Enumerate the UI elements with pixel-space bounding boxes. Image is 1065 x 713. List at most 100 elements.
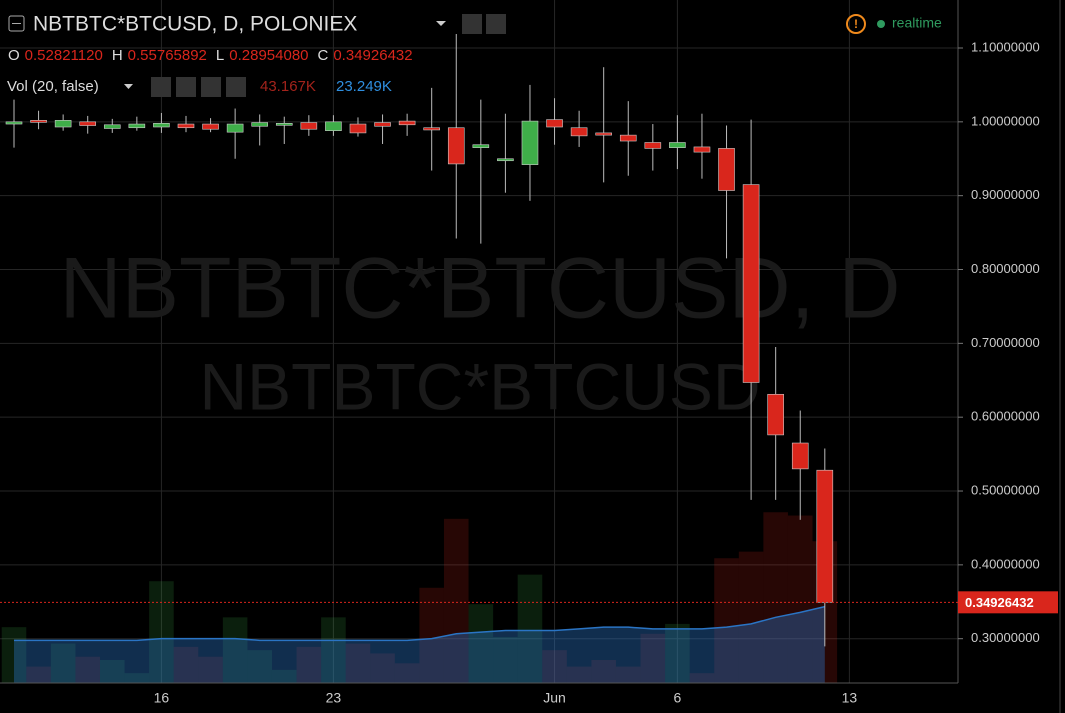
x-tick-label: 23 — [326, 690, 342, 706]
volume-bar — [640, 633, 666, 683]
warning-icon[interactable] — [846, 14, 866, 34]
pane-button[interactable] — [226, 77, 246, 97]
volume-bar — [394, 663, 420, 683]
legend-key: L — [216, 47, 224, 64]
last-price-label: 0.34926432 — [965, 595, 1034, 610]
legend: O 0.52821120 H 0.55765892 L 0.28954080 C 0.3492… — [8, 47, 413, 64]
status-dot — [877, 20, 885, 28]
volume-bar — [591, 660, 616, 683]
legend-key: C — [318, 47, 329, 64]
legend-key: O — [8, 47, 20, 64]
candle-body — [423, 127, 440, 131]
volume-bar — [26, 666, 51, 683]
volume-bar — [419, 587, 444, 683]
candle-body — [226, 123, 244, 133]
candle-body — [374, 122, 391, 127]
volume-bar — [345, 643, 371, 683]
candle-body — [103, 124, 121, 129]
volume-bar — [566, 666, 592, 683]
volume-pane — [1, 512, 838, 683]
dropdown-icon[interactable] — [436, 21, 446, 26]
volume-bar — [443, 518, 469, 683]
candle-body — [447, 127, 465, 165]
volume-ma-fill — [14, 606, 825, 683]
status: realtime — [892, 15, 942, 31]
volume-bar — [198, 656, 223, 683]
candle-body — [742, 184, 760, 383]
candle-body — [619, 134, 637, 142]
volume-bar — [517, 574, 543, 683]
candle-body — [79, 121, 97, 126]
candle-body — [325, 121, 342, 131]
volume-bar — [763, 512, 788, 683]
candle-body — [693, 146, 711, 153]
dropdown-icon[interactable] — [124, 84, 133, 89]
y-tick-label: 0.60000000 — [971, 409, 1040, 424]
candle-body — [177, 123, 195, 129]
x-tick-label: 13 — [842, 690, 858, 706]
last-price-box — [958, 591, 1058, 614]
volume-bar — [247, 650, 272, 683]
volume-bar — [787, 515, 813, 683]
volume-bar — [124, 673, 150, 683]
candle-body — [398, 120, 416, 126]
x-tick-label: 6 — [673, 690, 681, 706]
candle-body — [570, 127, 588, 137]
volume-bar — [149, 581, 174, 683]
y-tick-label: 0.50000000 — [971, 482, 1040, 497]
candle-body — [153, 123, 170, 128]
candle-body — [791, 442, 809, 470]
legend-value: 0.34926432 — [333, 47, 412, 64]
volume-bar — [689, 673, 715, 683]
candle-body — [644, 142, 662, 149]
candle-body — [202, 123, 219, 130]
candle-body — [816, 469, 834, 603]
pane-button[interactable] — [151, 77, 171, 97]
y-tick-label: 1.10000000 — [971, 39, 1040, 54]
volume-bar — [99, 660, 125, 683]
pane-button[interactable] — [201, 77, 221, 97]
watermark: NBTBTC*BTCUSD, D — [60, 241, 901, 337]
candle-body — [669, 142, 686, 148]
volume-ma-line — [14, 605, 825, 642]
candle-body — [497, 158, 514, 162]
candle-body — [128, 123, 146, 129]
volume-bar — [321, 617, 346, 683]
warning-mark: ! — [854, 17, 858, 31]
settings-button[interactable] — [462, 14, 482, 34]
volume-bar — [296, 646, 322, 683]
legend-value: 0.52821120 — [25, 47, 103, 64]
volume-bar — [271, 669, 297, 683]
candles — [5, 33, 834, 647]
candle-body — [300, 122, 318, 130]
candle-body — [54, 120, 72, 128]
volume-bar — [173, 646, 199, 683]
volume-bar — [665, 623, 690, 683]
chart-title[interactable]: NBTBTC*BTCUSD, D, POLONIEX — [33, 13, 357, 36]
y-tick-label: 0.80000000 — [971, 261, 1040, 276]
pane-button[interactable] — [176, 77, 196, 97]
legend-key: H — [112, 47, 123, 64]
volume-title[interactable]: Vol (20, false) — [7, 78, 99, 95]
volume-bar — [714, 558, 739, 683]
grid — [0, 0, 958, 683]
y-tick-label: 0.90000000 — [971, 187, 1040, 202]
legend-value: 0.55765892 — [128, 47, 207, 64]
volume-bar — [493, 637, 518, 683]
candle-body — [472, 144, 490, 148]
volume-bar — [738, 551, 764, 683]
candle-body — [251, 122, 268, 127]
candle-body — [521, 120, 539, 165]
y-tick-label: 0.70000000 — [971, 335, 1040, 350]
collapse-button[interactable] — [8, 15, 25, 32]
candle-body — [595, 132, 612, 136]
volume-bar — [468, 604, 494, 683]
candle-body — [546, 119, 563, 128]
volume-bar — [370, 653, 395, 683]
volume-bar — [75, 656, 100, 683]
candle-body — [349, 123, 367, 134]
volume-ma-value: 23.249K — [336, 78, 392, 95]
settings-button[interactable] — [486, 14, 506, 34]
